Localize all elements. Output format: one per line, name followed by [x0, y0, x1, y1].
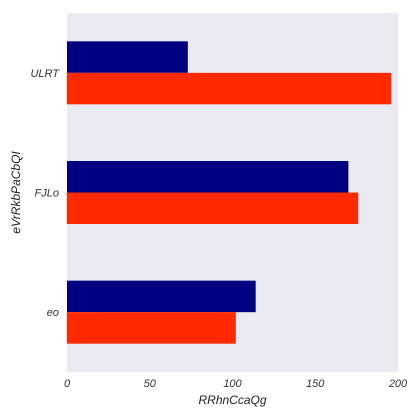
- bar-FJLo-series-1: [67, 161, 349, 193]
- bar-eo-series-1: [67, 280, 256, 313]
- y-axis-label: eVrRkbPaCbQI: [9, 151, 23, 234]
- x-tick-label: 0: [64, 378, 71, 390]
- bar-ULRT-series-2: [67, 72, 392, 105]
- x-tick-label: 200: [388, 378, 408, 390]
- y-tick-label: ULRT: [30, 68, 60, 80]
- x-tick-label: 150: [306, 378, 325, 390]
- bars-layer: [67, 41, 392, 344]
- x-axis-label: RRhnCcaQg: [198, 393, 266, 407]
- bar-eo-series-2: [67, 312, 236, 344]
- bar-ULRT-series-1: [67, 41, 188, 73]
- y-tick-labels: ULRT FJLo eo: [30, 68, 60, 319]
- y-tick-label: eo: [47, 307, 59, 319]
- x-tick-label: 50: [144, 378, 157, 390]
- x-tick-labels: 0 50 100 150 200: [64, 378, 408, 390]
- y-tick-label: FJLo: [35, 188, 59, 200]
- x-tick-label: 100: [223, 378, 242, 390]
- bar-FJLo-series-2: [67, 192, 359, 224]
